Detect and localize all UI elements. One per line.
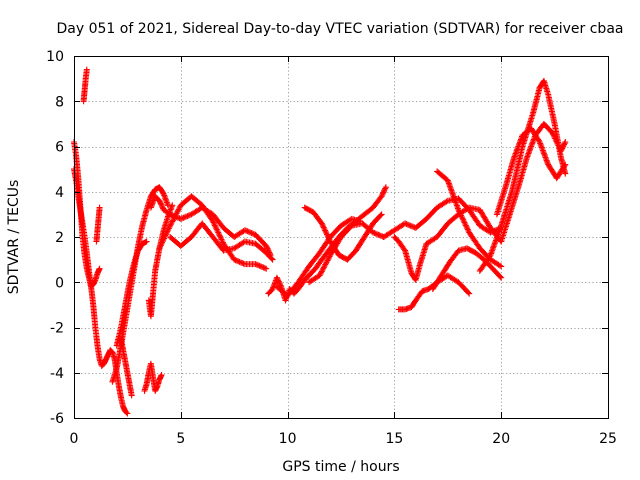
series-track-17 (380, 195, 505, 240)
data-point-markers (434, 168, 505, 270)
y-tick-label: 10 (46, 49, 64, 65)
series-track-23 (493, 125, 569, 218)
y-tick-label: -4 (50, 366, 64, 382)
data-point-markers (380, 195, 505, 240)
series-track-19 (395, 272, 473, 313)
data-points (71, 66, 569, 417)
series-track-24 (498, 120, 569, 245)
data-point-markers (80, 66, 90, 105)
y-tick-label: 2 (55, 230, 64, 246)
y-tick-label: -6 (50, 411, 64, 427)
x-tick-label: 10 (279, 431, 297, 447)
data-point-markers (493, 125, 569, 218)
data-point-markers (141, 360, 165, 394)
series-track-4 (93, 204, 103, 245)
y-tick-label: 0 (55, 275, 64, 291)
data-point-markers (113, 238, 150, 349)
x-tick-labels: 0 5 10 15 20 25 (70, 431, 617, 447)
y-tick-labels: -6 -4 -2 0 2 4 6 8 10 (46, 49, 64, 427)
data-point-markers (395, 272, 473, 313)
data-point-markers (93, 204, 103, 245)
ticks (74, 56, 609, 419)
y-tick-label: 8 (55, 94, 64, 110)
x-tick-label: 0 (70, 431, 79, 447)
series-track-6 (113, 238, 150, 349)
chart-title: Day 051 of 2021, Sidereal Day-to-day VTE… (57, 21, 624, 37)
data-point-markers (118, 335, 135, 399)
x-tick-label: 20 (492, 431, 510, 447)
x-tick-label: 5 (176, 431, 185, 447)
x-axis-title: GPS time / hours (282, 459, 399, 475)
x-tick-label: 15 (385, 431, 403, 447)
data-point-markers (306, 220, 387, 286)
y-tick-label: 4 (55, 185, 64, 201)
series-track-21 (434, 168, 505, 270)
data-point-markers (498, 120, 569, 245)
series-track-12 (167, 220, 276, 263)
series-track-7 (118, 335, 135, 399)
series-track-8 (141, 360, 165, 394)
data-point-markers (167, 220, 276, 263)
series-track-3 (80, 66, 90, 105)
series-track-11 (156, 193, 270, 272)
data-point-markers (109, 184, 171, 385)
series-track-18 (391, 204, 505, 283)
data-point-markers (301, 204, 385, 263)
y-tick-label: -2 (50, 321, 64, 337)
x-tick-label: 25 (599, 431, 617, 447)
series-track-16 (306, 220, 387, 286)
y-tick-label: 6 (55, 140, 64, 156)
data-point-markers (391, 204, 505, 283)
series-track-15 (301, 204, 385, 263)
data-point-markers (156, 193, 270, 272)
series-track-5 (109, 184, 171, 385)
y-axis-title: SDTVAR / TECUs (6, 180, 22, 295)
